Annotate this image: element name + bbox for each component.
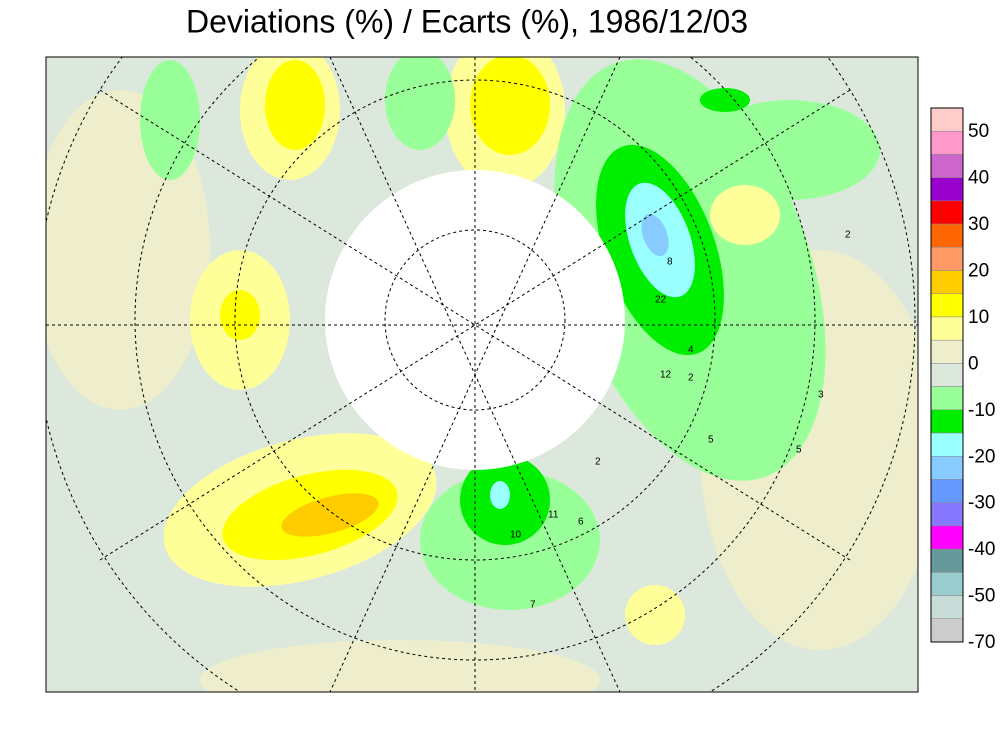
colorbar-swatch <box>930 177 964 202</box>
colorbar-swatch <box>930 502 964 527</box>
colorbar-swatch <box>930 548 964 573</box>
colorbar-tick-label: -70 <box>968 632 995 653</box>
colorbar-swatch <box>930 293 964 318</box>
colorbar-swatch <box>930 525 964 550</box>
station-label: 5 <box>708 435 714 446</box>
colorbar-swatch <box>930 270 964 294</box>
map: 22 12 4 2 8 5 3 2 10 11 7 6 2 5 <box>46 57 918 692</box>
station-label: 5 <box>796 445 802 456</box>
colorbar-swatch <box>930 107 964 132</box>
station-label: 10 <box>510 530 522 541</box>
station-label: 22 <box>655 295 667 306</box>
colorbar-swatch <box>930 572 964 596</box>
colorbar-tick-label: -40 <box>968 539 995 560</box>
colorbar-tick-label: -20 <box>968 446 995 467</box>
title: Deviations (%) / Ecarts (%), 1986/12/03 <box>186 3 748 39</box>
colorbar-swatch <box>930 363 964 387</box>
colorbar-swatch <box>930 432 964 457</box>
map-frame <box>45 56 919 693</box>
station-label: 11 <box>548 510 559 521</box>
colorbar-tick-label: 20 <box>968 261 989 282</box>
colorbar-tick-label: 50 <box>968 121 989 142</box>
colorbar-tick-label: 30 <box>968 214 989 235</box>
colorbar-swatch <box>930 247 964 271</box>
colorbar-swatch <box>930 130 964 155</box>
colorbar-swatch <box>930 618 964 643</box>
colorbar-swatch <box>930 386 964 411</box>
colorbar-tick-label: 10 <box>968 307 989 328</box>
station-label: 2 <box>688 373 694 384</box>
colorbar-tick-label: 0 <box>968 353 979 374</box>
colorbar-swatch <box>930 154 964 178</box>
colorbar-swatch <box>930 456 964 480</box>
station-label: 12 <box>660 370 672 381</box>
colorbar-frame <box>930 107 964 643</box>
colorbar-tick-label: 40 <box>968 168 989 189</box>
colorbar-swatch <box>930 479 964 503</box>
colorbar-swatch <box>930 223 964 248</box>
colorbar: 50 40 30 20 10 0 -10 -20 -30 -40 -50 -70 <box>930 107 995 653</box>
colorbar-tick-label: -50 <box>968 586 995 607</box>
colorbar-swatch <box>930 200 964 225</box>
colorbar-swatch <box>930 595 964 620</box>
station-label: 2 <box>845 230 851 241</box>
station-label: 8 <box>667 257 673 268</box>
colorbar-tick-label: -30 <box>968 493 995 514</box>
colorbar-swatch <box>930 316 964 341</box>
station-label: 3 <box>818 390 824 401</box>
colorbar-tick-label: -10 <box>968 400 995 421</box>
station-label: 4 <box>688 345 694 356</box>
station-label: 7 <box>530 600 536 611</box>
station-label: 2 <box>595 457 601 468</box>
colorbar-swatch <box>930 339 964 364</box>
colorbar-swatch <box>930 409 964 434</box>
station-label: 6 <box>578 517 584 528</box>
